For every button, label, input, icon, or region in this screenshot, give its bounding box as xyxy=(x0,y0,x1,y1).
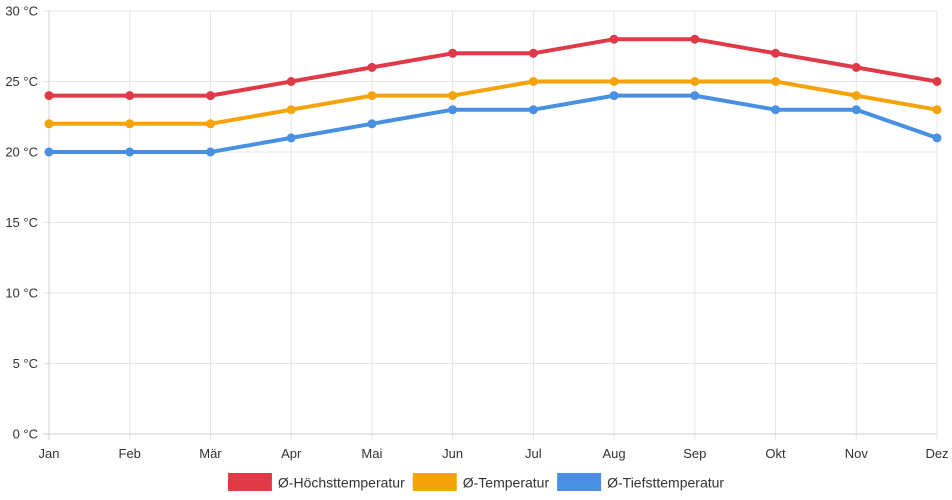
y-tick-label: 10 °C xyxy=(5,286,38,301)
series xyxy=(44,34,942,157)
data-point-max[interactable] xyxy=(609,34,619,44)
data-point-min[interactable] xyxy=(125,147,135,157)
y-tick-label: 20 °C xyxy=(5,145,38,160)
data-point-max[interactable] xyxy=(851,62,861,72)
y-tick-label: 5 °C xyxy=(13,356,38,371)
data-point-min[interactable] xyxy=(205,147,215,157)
data-point-min[interactable] xyxy=(528,105,538,115)
data-point-avg[interactable] xyxy=(125,119,135,129)
data-point-max[interactable] xyxy=(448,48,458,58)
legend-label: Ø-Temperatur xyxy=(463,475,550,491)
data-point-max[interactable] xyxy=(367,62,377,72)
x-tick-label: Apr xyxy=(281,446,302,461)
data-point-min[interactable] xyxy=(690,91,700,101)
y-tick-label: 0 °C xyxy=(13,427,38,442)
data-point-avg[interactable] xyxy=(205,119,215,129)
legend-item-avg[interactable]: Ø-Temperatur xyxy=(412,473,550,491)
data-point-min[interactable] xyxy=(932,133,942,143)
legend-item-max[interactable]: Ø-Höchsttemperatur xyxy=(227,473,405,491)
legend-label: Ø-Höchsttemperatur xyxy=(278,475,405,491)
data-point-max[interactable] xyxy=(690,34,700,44)
series-avg xyxy=(44,77,942,129)
data-point-avg[interactable] xyxy=(690,77,700,86)
data-point-max[interactable] xyxy=(44,91,54,101)
data-point-avg[interactable] xyxy=(44,119,54,129)
x-tick-label: Jul xyxy=(525,446,542,461)
legend[interactable]: Ø-Höchsttemperatur Ø-Temperatur Ø-Tiefstte… xyxy=(227,473,724,491)
data-point-max[interactable] xyxy=(286,77,296,86)
data-point-avg[interactable] xyxy=(448,91,458,101)
x-tick-label: Mär xyxy=(199,446,222,461)
x-tick-label: Jan xyxy=(39,446,60,461)
x-axis-ticks: Jan Feb Mär Apr Mai Jun Jul Aug Sep Okt Nov Dez xyxy=(39,446,949,461)
data-point-avg[interactable] xyxy=(367,91,377,101)
y-tick-label: 15 °C xyxy=(5,215,38,230)
series-max xyxy=(44,34,942,101)
data-point-min[interactable] xyxy=(609,91,619,101)
x-tick-label: Sep xyxy=(683,446,706,461)
series-line-avg xyxy=(47,79,939,126)
x-tick-label: Mai xyxy=(361,446,382,461)
x-tick-label: Jun xyxy=(442,446,463,461)
data-point-max[interactable] xyxy=(932,77,942,86)
x-tick-label: Dez xyxy=(925,446,948,461)
data-point-max[interactable] xyxy=(771,48,781,58)
data-point-avg[interactable] xyxy=(851,91,861,101)
data-point-min[interactable] xyxy=(771,105,781,115)
legend-swatch xyxy=(557,473,602,491)
y-axis-ticks: 0 °C 5 °C 10 °C 15 °C 20 °C 25 °C 30 °C xyxy=(5,4,38,442)
data-point-min[interactable] xyxy=(448,105,458,115)
data-point-max[interactable] xyxy=(528,48,538,58)
data-point-avg[interactable] xyxy=(286,105,296,115)
x-tick-label: Okt xyxy=(765,446,786,461)
legend-label: Ø-Tiefsttemperatur xyxy=(607,475,724,491)
data-point-avg[interactable] xyxy=(932,105,942,115)
series-line-max xyxy=(47,37,939,98)
x-tick-label: Feb xyxy=(119,446,141,461)
data-point-max[interactable] xyxy=(125,91,135,101)
data-point-min[interactable] xyxy=(286,133,296,143)
data-point-min[interactable] xyxy=(367,119,377,129)
data-point-min[interactable] xyxy=(44,147,54,157)
legend-item-min[interactable]: Ø-Tiefsttemperatur xyxy=(557,473,724,491)
series-line-min xyxy=(47,93,939,154)
x-tick-label: Nov xyxy=(845,446,869,461)
data-point-avg[interactable] xyxy=(771,77,781,86)
y-tick-label: 25 °C xyxy=(5,74,38,89)
data-point-max[interactable] xyxy=(205,91,215,101)
data-point-min[interactable] xyxy=(851,105,861,115)
legend-swatch xyxy=(412,473,457,491)
y-tick-label: 30 °C xyxy=(5,4,38,19)
legend-swatch xyxy=(227,473,272,491)
x-tick-label: Aug xyxy=(603,446,626,461)
grid xyxy=(43,10,938,440)
data-point-avg[interactable] xyxy=(528,77,538,86)
data-point-avg[interactable] xyxy=(609,77,619,86)
series-min xyxy=(44,91,942,157)
